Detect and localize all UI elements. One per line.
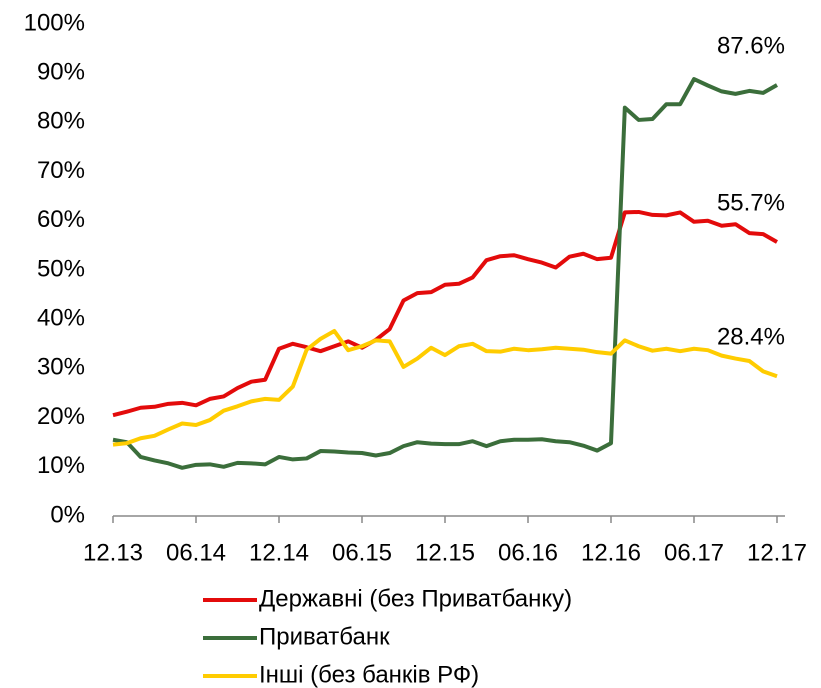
y-tick-label: 10% <box>37 452 85 479</box>
y-tick-label: 100% <box>24 9 85 36</box>
y-tick-label: 50% <box>37 255 85 282</box>
x-tick-label: 06.16 <box>498 539 558 566</box>
y-tick-label: 70% <box>37 157 85 184</box>
series-line <box>112 77 778 470</box>
x-tick-label: 12.17 <box>747 539 807 566</box>
y-tick-label: 80% <box>37 108 85 135</box>
x-tick-label: 12.16 <box>581 539 641 566</box>
x-tick-label: 06.15 <box>332 539 392 566</box>
y-tick-label: 90% <box>37 59 85 86</box>
series-line <box>112 329 778 447</box>
end-label: 28.4% <box>717 324 785 351</box>
y-tick-label: 60% <box>37 206 85 233</box>
x-tick-label: 06.14 <box>166 539 226 566</box>
legend-label: Інші (без банків РФ) <box>259 661 479 688</box>
y-tick-label: 0% <box>50 501 85 528</box>
x-tick-label: 12.14 <box>249 539 309 566</box>
y-tick-label: 40% <box>37 305 85 332</box>
legend-label: Приватбанк <box>259 623 390 650</box>
end-label: 55.7% <box>717 189 785 216</box>
y-tick-label: 30% <box>37 354 85 381</box>
legend-label: Державні (без Приватбанку) <box>259 585 572 612</box>
end-label: 87.6% <box>717 32 785 59</box>
series-line <box>112 209 778 418</box>
x-tick-label: 06.17 <box>664 539 724 566</box>
y-tick-label: 20% <box>37 403 85 430</box>
x-tick-label: 12.15 <box>415 539 475 566</box>
x-tick-label: 12.13 <box>83 539 143 566</box>
